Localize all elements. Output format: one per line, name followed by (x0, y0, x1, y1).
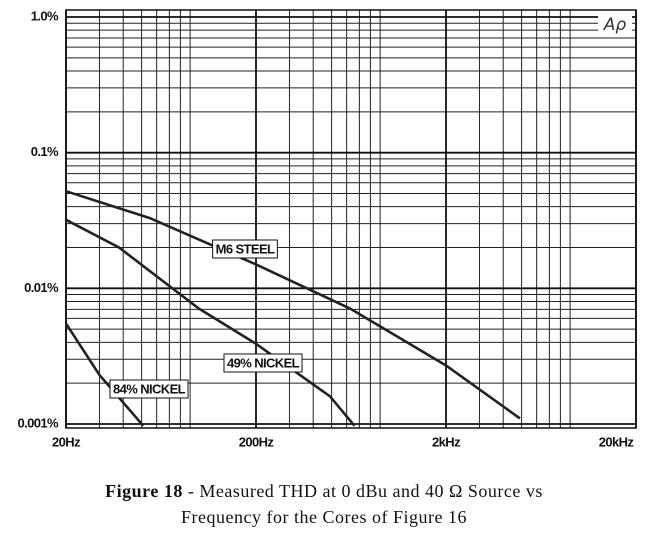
series-label: 84% NICKEL (113, 381, 186, 396)
logo-bg (598, 13, 632, 35)
x-tick-label: 20Hz (52, 434, 81, 449)
series-label-box (212, 239, 278, 259)
caption-line: - Measured THD at 0 dBu and 40 Ω Source … (188, 481, 543, 501)
plot-frame (65, 9, 637, 429)
logo: Aρ (603, 15, 627, 35)
caption-line: Frequency for the Cores of Figure 16 (181, 507, 467, 527)
x-tick-label: 20kHz (599, 434, 635, 449)
y-tick-label: 0.1% (31, 144, 59, 159)
x-tick-label: 2kHz (432, 434, 461, 449)
series-label-box (109, 379, 189, 399)
y-tick-label: 0.01% (24, 280, 59, 295)
series-label: M6 STEEL (216, 241, 275, 256)
x-tick-label: 200Hz (239, 434, 275, 449)
series-line (65, 218, 356, 427)
y-tick-label: 1.0% (31, 8, 59, 23)
y-tick-label: 0.001% (18, 415, 60, 430)
series-label: 49% NICKEL (227, 355, 300, 370)
caption-label: Figure 18 (105, 481, 183, 501)
series-label-box (223, 353, 303, 373)
caption: Figure 18 - Measured THD at 0 dBu and 40… (105, 481, 543, 501)
series-line (64, 322, 145, 427)
series-line (65, 189, 521, 420)
